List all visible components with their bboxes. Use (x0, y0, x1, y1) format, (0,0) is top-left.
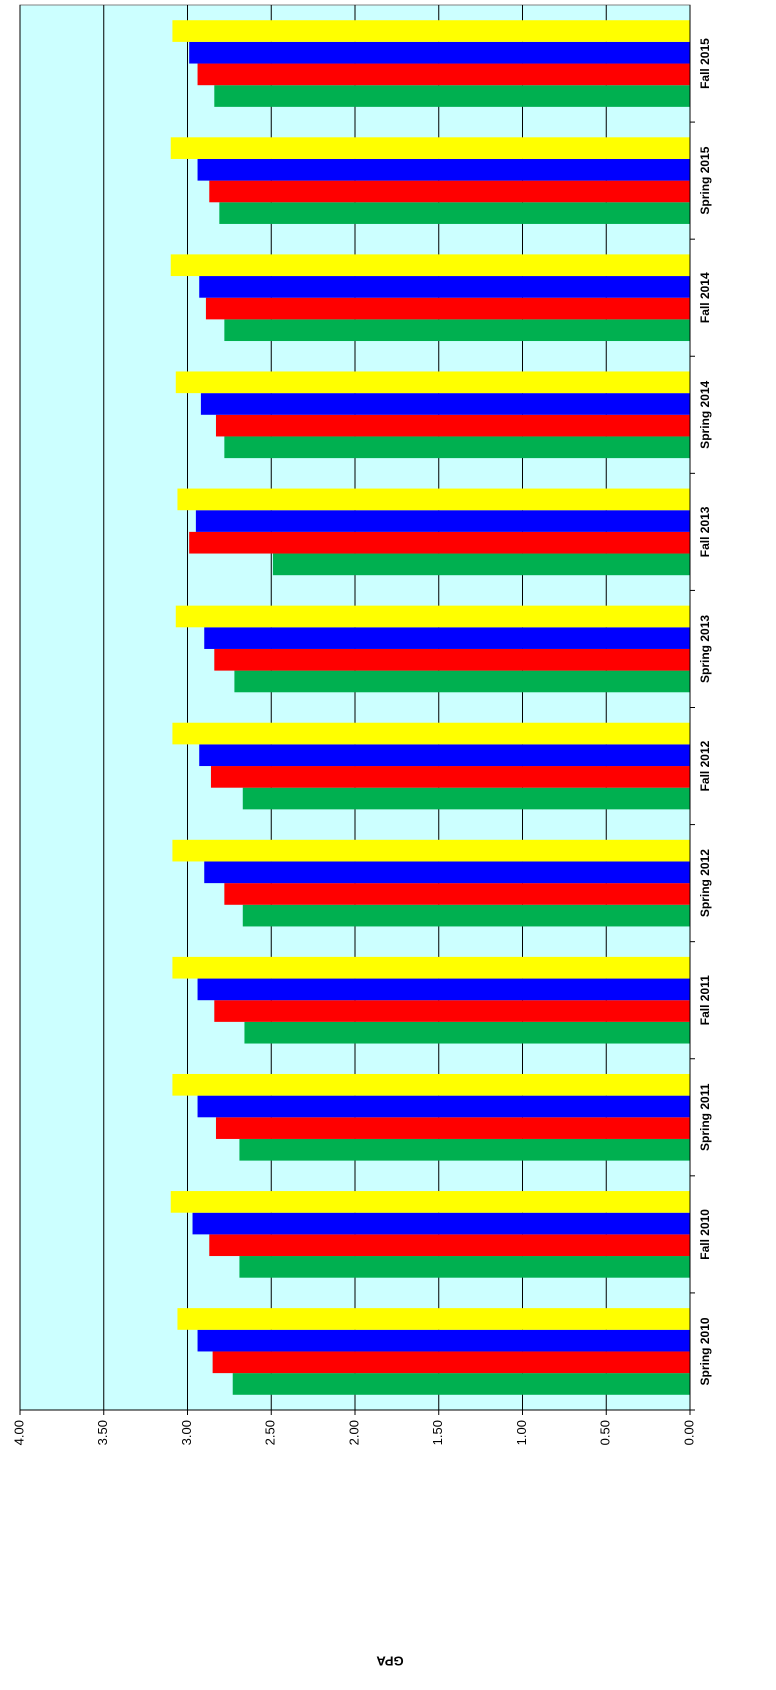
bar (232, 1373, 690, 1395)
x-tick-label: Fall 2013 (698, 506, 712, 557)
bar (175, 605, 690, 628)
x-tick-label: Fall 2014 (698, 272, 712, 323)
bar (212, 1351, 690, 1374)
bar (239, 1256, 691, 1278)
y-tick-label: 2.50 (263, 1420, 278, 1445)
bar (197, 1095, 691, 1118)
bar (170, 1191, 690, 1213)
bar (195, 510, 690, 532)
x-tick-label: Fall 2012 (698, 740, 712, 791)
bar (204, 627, 690, 649)
bar (177, 1308, 690, 1330)
bar (197, 158, 691, 181)
y-tick-label: 0.50 (598, 1420, 613, 1445)
bar (172, 956, 691, 979)
chart-body: GPA 0.00 0.50 1.00 1.50 2.00 2.50 3.00 3.50 4.00… (11, 4, 712, 1669)
bar (242, 787, 690, 810)
y-tick-label: 0.00 (681, 1420, 696, 1445)
bar (234, 670, 690, 693)
x-tick-label: Fall 2011 (698, 975, 712, 1025)
y-tick-label: 2.00 (346, 1420, 361, 1445)
x-tick-label: Spring 2013 (698, 615, 712, 683)
bar (189, 41, 691, 64)
x-tick-label: Spring 2015 (698, 146, 712, 214)
bar (224, 883, 690, 905)
bar (239, 1138, 691, 1161)
bar (172, 839, 691, 862)
bar (199, 276, 690, 298)
bar (244, 1021, 690, 1044)
bar (209, 1234, 690, 1257)
x-tick-label: Spring 2010 (698, 1317, 712, 1385)
bar (172, 20, 691, 42)
y-tick-label: 1.00 (514, 1420, 529, 1445)
x-tick-label: Spring 2011 (698, 1083, 712, 1151)
bar (209, 180, 690, 203)
bar (200, 393, 690, 415)
bar (242, 904, 690, 927)
bar (170, 254, 690, 277)
bar (170, 137, 690, 159)
bar (214, 648, 691, 671)
x-tick-label: Spring 2012 (698, 849, 712, 917)
bar (189, 531, 691, 554)
bar (272, 553, 690, 576)
bar (177, 488, 690, 511)
bar (224, 319, 690, 342)
bar (214, 1000, 691, 1022)
bar (214, 85, 691, 107)
bar (210, 766, 690, 788)
bar (204, 861, 690, 884)
bar (197, 63, 691, 86)
bar (197, 1329, 691, 1352)
y-tick-label: 4.00 (11, 1420, 26, 1445)
bar (215, 1117, 690, 1139)
bar (215, 414, 690, 437)
x-tick-label: Spring 2014 (698, 380, 712, 448)
bar (172, 1073, 691, 1096)
bar (224, 436, 690, 459)
y-axis-title: GPA (376, 1654, 404, 1669)
y-tick-label: 1.50 (430, 1420, 445, 1445)
bar (175, 371, 690, 394)
bar (197, 978, 691, 1001)
y-tick-label: 3.50 (95, 1420, 110, 1445)
bar (192, 1212, 690, 1235)
x-tick-label: Fall 2015 (698, 38, 712, 89)
bar (199, 744, 690, 767)
x-tick-label: Fall 2010 (698, 1209, 712, 1260)
bar (219, 202, 690, 224)
y-tick-label: 3.00 (179, 1420, 194, 1445)
bar (172, 722, 691, 745)
bar (205, 297, 691, 320)
